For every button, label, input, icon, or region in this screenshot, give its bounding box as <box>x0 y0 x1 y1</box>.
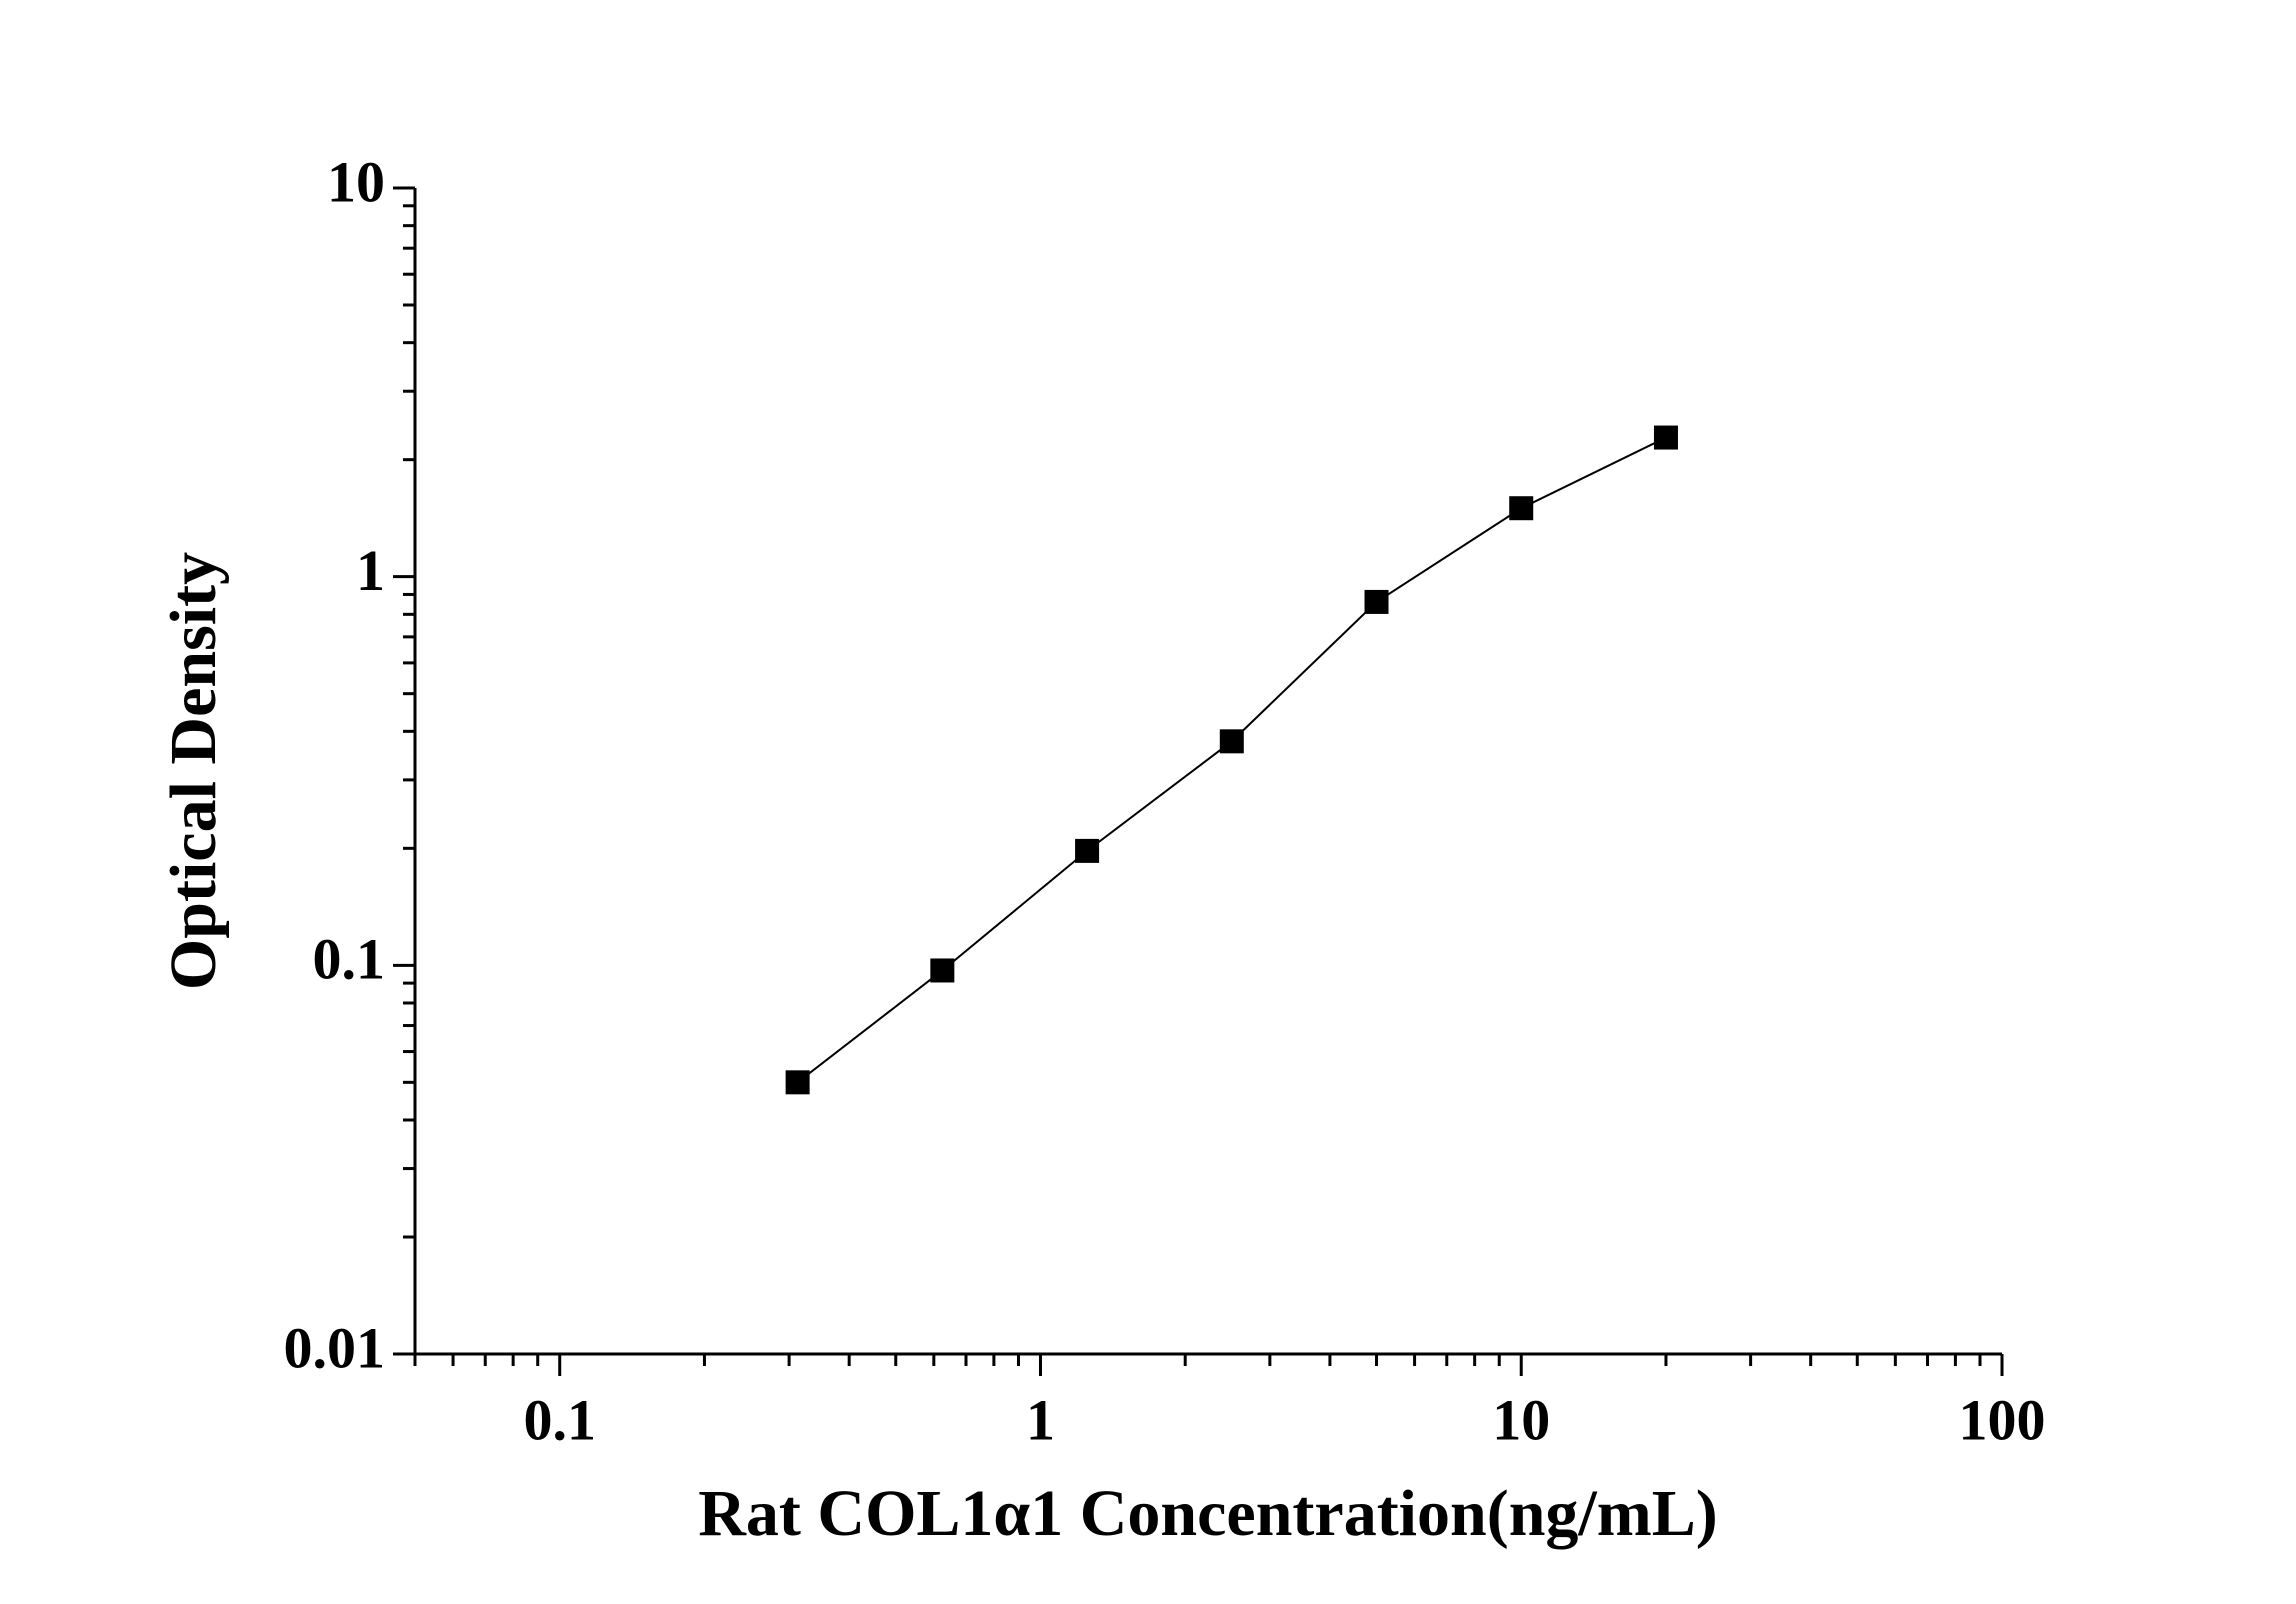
y-tick-label: 0.1 <box>313 927 386 992</box>
data-point <box>930 958 955 983</box>
data-point <box>1219 729 1244 754</box>
x-tick-label: 100 <box>1959 1387 2046 1452</box>
data-point <box>1653 425 1678 450</box>
data-point <box>1364 589 1389 614</box>
x-tick-label: 1 <box>1026 1387 1055 1452</box>
y-axis-title: Optical Density <box>157 552 230 990</box>
data-point <box>785 1070 810 1095</box>
y-tick-label: 10 <box>327 149 385 214</box>
data-point <box>1509 496 1534 521</box>
x-axis-title: Rat COL1α1 Concentration(ng/mL) <box>698 1477 1717 1550</box>
x-tick-label: 0.1 <box>523 1387 596 1452</box>
x-tick-label: 10 <box>1492 1387 1550 1452</box>
data-point <box>1075 838 1100 863</box>
y-tick-label: 1 <box>356 538 385 603</box>
series-line <box>797 436 1667 1084</box>
y-tick-label: 0.01 <box>284 1315 386 1380</box>
